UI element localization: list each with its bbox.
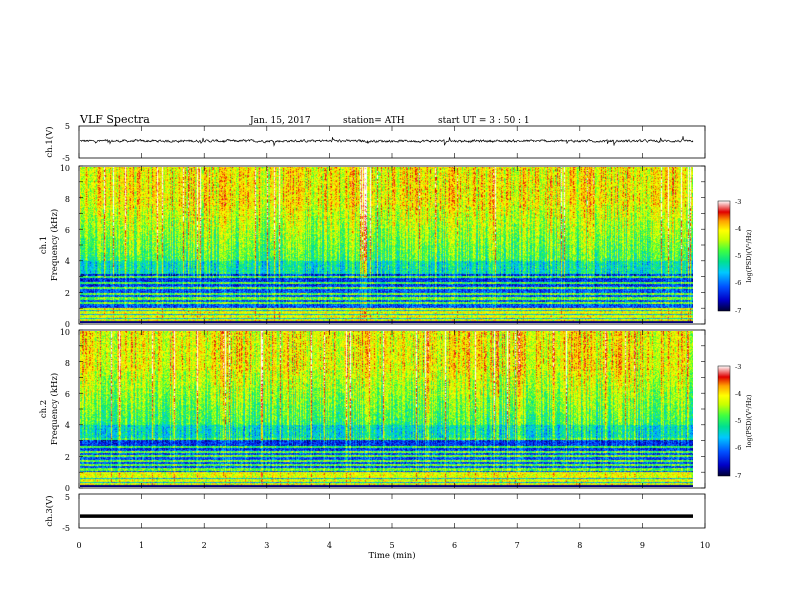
xtick-10: 10 [700, 541, 710, 550]
ch1-cb-tick-7: -7 [735, 307, 741, 315]
figure-title: VLF Spectra [79, 113, 150, 126]
ch1-spec-ytick-10: 10 [60, 164, 70, 173]
xtick-4: 4 [327, 541, 332, 550]
ch1-spec-ytick-4: 4 [65, 257, 70, 266]
ch2-spec-channel-label: ch.2 [39, 400, 49, 418]
ch1-ytick-top: 5 [65, 122, 70, 131]
ch2-spec-ytick-6: 6 [65, 390, 70, 399]
ch1-spectrogram-yticks: 0 2 4 6 8 10 [60, 164, 70, 329]
ch1-spec-ytick-8: 8 [65, 195, 70, 204]
ch1-spectrogram-panel: 0 2 4 6 8 10 ch.1 Frequency (kHz) -3 -4 … [39, 164, 753, 329]
xtick-9: 9 [640, 541, 645, 550]
ch2-cb-tick-4: -4 [735, 390, 741, 398]
ch1-cb-tick-5: -5 [735, 252, 741, 260]
xtick-3: 3 [264, 541, 269, 550]
xtick-0: 0 [76, 541, 81, 550]
xtick-6: 6 [452, 541, 457, 550]
ch1-spec-ytick-2: 2 [65, 289, 70, 298]
ch2-cb-tick-5: -5 [735, 417, 741, 425]
ch2-colorbar [718, 366, 730, 476]
ch3-ytick-top: 5 [65, 493, 70, 502]
ch3-waveform-panel: 5 -5 ch.3(V) [44, 493, 705, 533]
ch2-colorbar-label: log(PSD)(V²/Hz) [745, 394, 753, 447]
ch3-waveform-frame [79, 494, 705, 528]
ch1-cb-tick-6: -6 [735, 279, 741, 287]
xtick-7: 7 [515, 541, 520, 550]
ch1-cb-tick-3: -3 [735, 198, 741, 206]
ch1-spec-ylabel: Frequency (kHz) [49, 209, 60, 281]
ch2-spec-ytick-10: 10 [60, 328, 70, 337]
x-axis-label: Time (min) [368, 550, 415, 561]
xtick-5: 5 [389, 541, 394, 550]
ch2-spectrogram-yticks: 0 2 4 6 8 10 [60, 328, 70, 493]
ch2-spec-ytick-8: 8 [65, 359, 70, 368]
ch2-spectrogram-image [80, 331, 693, 487]
ch1-waveform-panel: 5 -5 ch.1(V) [44, 122, 705, 163]
ch1-waveform-trace [80, 136, 693, 145]
ch1-spectrogram-image [80, 167, 693, 323]
ch1-ytick-bottom: -5 [62, 154, 70, 163]
ch1-colorbar [718, 201, 730, 311]
ch1-colorbar-label: log(PSD)(V²/Hz) [745, 229, 753, 282]
ch1-spec-channel-label: ch.1 [39, 236, 49, 254]
ch2-spec-ytick-4: 4 [65, 421, 70, 430]
ch3-ylabel: ch.3(V) [44, 495, 55, 526]
date-label: Jan. 15, 2017 [249, 116, 311, 126]
ch2-spec-ytick-2: 2 [65, 453, 70, 462]
ch1-cb-tick-4: -4 [735, 225, 741, 233]
ch1-spec-ytick-6: 6 [65, 226, 70, 235]
xtick-1: 1 [139, 541, 144, 550]
ch1-ylabel: ch.1(V) [44, 126, 55, 157]
xtick-2: 2 [202, 541, 207, 550]
xtick-8: 8 [577, 541, 582, 550]
ch2-spectrogram-panel: 0 2 4 6 8 10 ch.2 Frequency (kHz) -3 -4 … [39, 328, 753, 493]
ch2-cb-tick-7: -7 [735, 472, 741, 480]
ch2-spec-ylabel: Frequency (kHz) [49, 373, 60, 445]
start-time-label: start UT = 3 : 50 : 1 [438, 116, 530, 126]
x-axis: 0 1 2 3 4 5 6 7 8 9 10 Time (min) [76, 541, 710, 561]
station-label: station= ATH [343, 116, 405, 126]
ch2-cb-tick-6: -6 [735, 444, 741, 452]
ch3-ytick-bottom: -5 [62, 524, 70, 533]
ch2-spec-ytick-0: 0 [65, 484, 70, 493]
ch2-cb-tick-3: -3 [735, 363, 741, 371]
